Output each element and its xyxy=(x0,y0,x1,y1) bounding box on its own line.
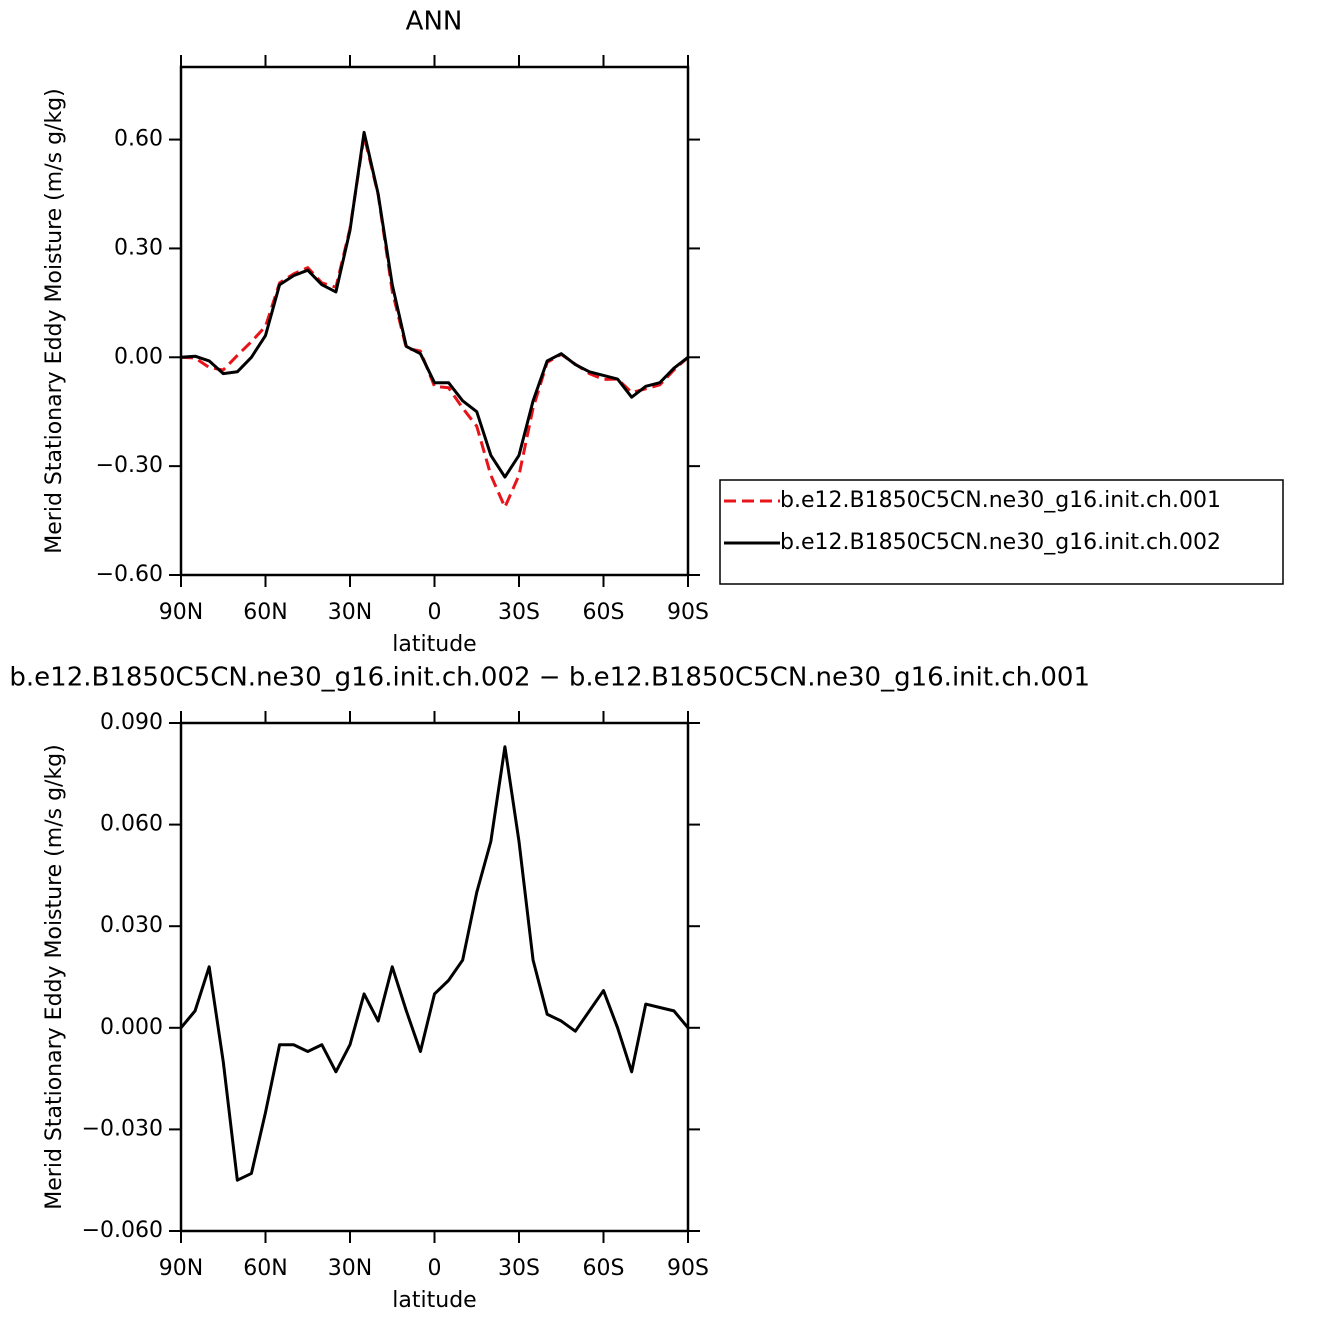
data-line xyxy=(180,130,689,479)
y-axis-label: Merid Stationary Eddy Moisture (m/s g/kg… xyxy=(42,744,67,1209)
x-tick-label: 90N xyxy=(159,1256,203,1281)
x-tick-label: 90N xyxy=(159,600,203,625)
data-line xyxy=(179,745,690,1182)
y-tick-label: −0.60 xyxy=(96,562,163,587)
y-tick-label: −0.030 xyxy=(82,1116,163,1141)
x-tick-label: 60S xyxy=(583,1256,625,1281)
y-tick-label: −0.30 xyxy=(96,453,163,478)
x-tick-label: 60N xyxy=(243,1256,287,1281)
x-tick-label: 0 xyxy=(428,1256,442,1281)
chart-title: ANN xyxy=(406,7,463,37)
plot-frame xyxy=(179,65,690,577)
legend-label: b.e12.B1850C5CN.ne30_g16.init.ch.002 xyxy=(780,530,1221,555)
x-tick-label: 90S xyxy=(667,600,709,625)
legend-box xyxy=(719,479,1284,585)
x-tick-label: 30S xyxy=(498,1256,540,1281)
y-tick-label: 0.060 xyxy=(100,812,163,837)
plot-frame xyxy=(179,721,690,1233)
y-tick-label: 0.000 xyxy=(100,1015,163,1040)
chart-title: b.e12.B1850C5CN.ne30_g16.init.ch.002 − b… xyxy=(9,663,1090,693)
y-tick-label: −0.060 xyxy=(82,1218,163,1243)
x-tick-label: 90S xyxy=(667,1256,709,1281)
y-tick-label: 0.00 xyxy=(114,344,163,369)
x-tick-label: 30N xyxy=(328,1256,372,1281)
y-axis-label: Merid Stationary Eddy Moisture (m/s g/kg… xyxy=(42,88,67,553)
x-tick-label: 60S xyxy=(583,600,625,625)
y-tick-label: 0.030 xyxy=(100,913,163,938)
x-tick-label: 60N xyxy=(243,600,287,625)
x-axis-label: latitude xyxy=(392,1288,476,1313)
x-tick-label: 0 xyxy=(428,600,442,625)
x-axis-label: latitude xyxy=(392,632,476,657)
y-tick-label: 0.60 xyxy=(114,127,163,152)
legend-label: b.e12.B1850C5CN.ne30_g16.init.ch.001 xyxy=(780,488,1221,513)
y-tick-label: 0.30 xyxy=(114,235,163,260)
data-line xyxy=(180,134,690,509)
y-tick-label: 0.090 xyxy=(100,710,163,735)
x-tick-label: 30S xyxy=(498,600,540,625)
x-tick-label: 30N xyxy=(328,600,372,625)
